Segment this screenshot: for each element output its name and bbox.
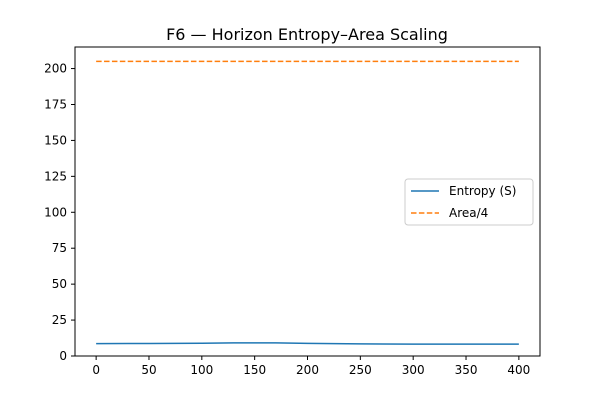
x-tick-label: 200 (296, 363, 319, 377)
y-tick-label: 100 (44, 205, 67, 219)
y-tick-label: 175 (44, 97, 67, 111)
legend-label: Entropy (S) (449, 184, 516, 198)
x-tick-label: 100 (190, 363, 213, 377)
y-tick-label: 0 (59, 349, 67, 363)
x-tick-label: 50 (141, 363, 156, 377)
series-line-entropy (96, 342, 519, 345)
x-axis: 0 50 100 150 200 250 300 350 400 (92, 356, 530, 377)
x-tick-label: 150 (243, 363, 266, 377)
x-tick-label: 0 (92, 363, 100, 377)
y-tick-label: 75 (52, 241, 67, 255)
legend: Entropy (S) Area/4 (404, 178, 534, 226)
y-tick-label: 200 (44, 62, 67, 76)
y-tick-label: 50 (52, 277, 67, 291)
y-axis: 0 25 50 75 100 125 150 175 200 (44, 62, 75, 363)
x-tick-label: 350 (455, 363, 478, 377)
plot-area (96, 60, 519, 345)
y-tick-label: 25 (52, 313, 67, 327)
legend-label: Area/4 (449, 206, 488, 220)
y-tick-label: 125 (44, 169, 67, 183)
plot-frame (74, 46, 541, 357)
x-tick-label: 250 (349, 363, 372, 377)
chart-title: F6 — Horizon Entropy–Area Scaling (166, 25, 448, 44)
y-tick-label: 150 (44, 133, 67, 147)
x-tick-label: 300 (402, 363, 425, 377)
x-tick-label: 400 (507, 363, 530, 377)
